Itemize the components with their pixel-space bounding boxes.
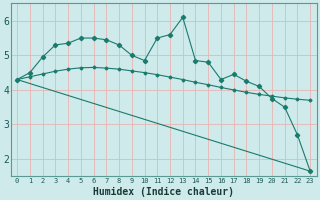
X-axis label: Humidex (Indice chaleur): Humidex (Indice chaleur): [93, 186, 234, 197]
